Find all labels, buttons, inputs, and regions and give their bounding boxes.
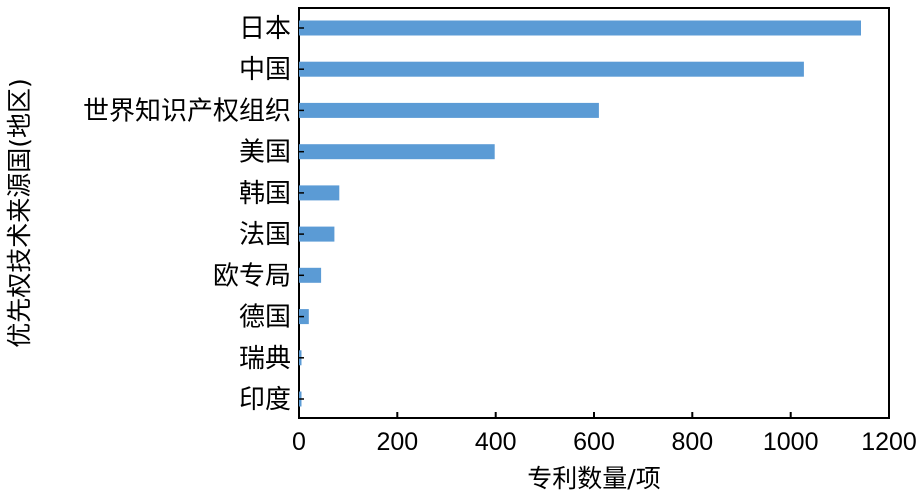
category-label: 日本 <box>239 14 291 44</box>
x-axis-title: 专利数量/项 <box>527 464 660 493</box>
x-tick-label: 0 <box>292 428 306 456</box>
category-label: 世界知识产权组织 <box>83 96 291 126</box>
bars-group <box>299 20 861 407</box>
bar <box>299 226 335 242</box>
bar <box>299 144 495 160</box>
bar <box>299 185 340 201</box>
x-tick-label: 1200 <box>861 428 917 456</box>
y-axis-title: 优先权技术来源国(地区) <box>5 78 34 348</box>
category-label: 瑞典 <box>239 344 291 374</box>
bar <box>299 102 599 118</box>
bar <box>299 267 322 283</box>
bar <box>299 61 804 77</box>
x-tick-label: 600 <box>573 428 615 456</box>
category-label: 中国 <box>239 55 291 85</box>
x-tick-label: 1000 <box>763 428 819 456</box>
category-label: 德国 <box>239 303 291 333</box>
x-tick-label: 800 <box>671 428 713 456</box>
x-tick-label: 400 <box>475 428 517 456</box>
category-label: 欧专局 <box>213 261 291 291</box>
bar <box>299 20 861 36</box>
category-label: 法国 <box>239 220 291 250</box>
x-ticks-group: 0 200 400 600 800 1000 1200 <box>292 27 917 456</box>
category-label: 韩国 <box>239 179 291 209</box>
x-tick-label: 200 <box>376 428 418 456</box>
category-label: 印度 <box>239 385 291 415</box>
category-label: 美国 <box>239 138 291 168</box>
